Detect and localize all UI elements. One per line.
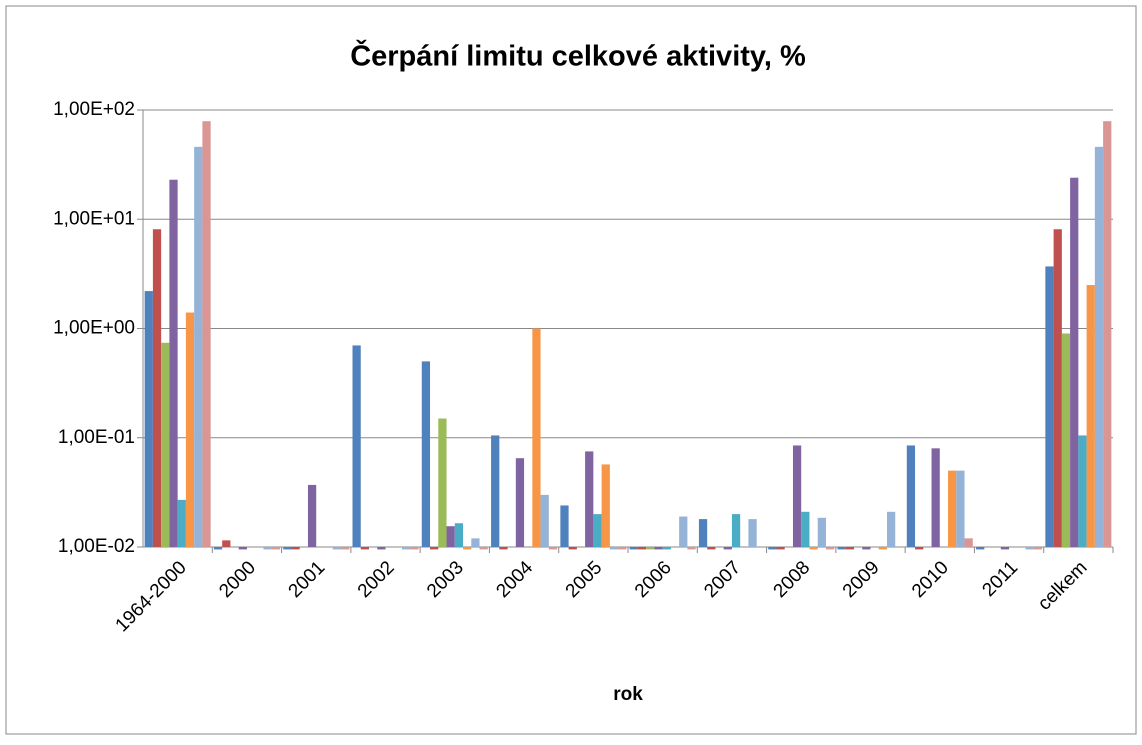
bar	[906, 445, 916, 547]
bar	[332, 547, 341, 550]
bar	[144, 291, 153, 547]
x-axis-label: rok	[613, 684, 643, 705]
bar	[548, 547, 558, 550]
bar	[825, 547, 835, 550]
bar	[593, 514, 602, 547]
bar	[776, 547, 785, 550]
bar	[307, 484, 317, 547]
bar	[454, 523, 464, 547]
bar	[491, 435, 500, 547]
bar	[499, 547, 508, 550]
bar	[377, 547, 386, 550]
y-tick-label: 1,00E+01	[53, 208, 135, 229]
y-tick-label: 1,00E-02	[58, 536, 135, 557]
bar	[609, 547, 619, 550]
bar	[723, 547, 732, 550]
bar	[618, 547, 627, 550]
bar	[887, 511, 896, 547]
bar	[768, 547, 777, 550]
bar	[662, 547, 671, 550]
bar	[809, 547, 818, 550]
bar	[976, 547, 985, 550]
bar	[291, 547, 300, 550]
bar	[862, 547, 871, 550]
bar	[646, 547, 655, 550]
bar	[532, 328, 541, 547]
bar	[463, 547, 472, 550]
bar	[837, 547, 846, 550]
bar	[177, 499, 186, 547]
bar	[568, 547, 577, 550]
bar	[1094, 146, 1104, 548]
bar	[352, 345, 361, 547]
bar	[185, 312, 195, 547]
bar	[801, 511, 810, 547]
bar	[964, 538, 973, 547]
bar	[540, 494, 549, 547]
bar	[731, 514, 741, 547]
bar	[637, 547, 647, 550]
bar	[161, 342, 170, 547]
bar	[421, 361, 431, 547]
bar	[878, 547, 887, 550]
bar	[169, 179, 178, 547]
bar	[410, 547, 419, 550]
bar	[1070, 177, 1079, 548]
bar	[479, 547, 488, 550]
bar	[687, 547, 696, 550]
bar	[194, 146, 203, 548]
bar	[471, 538, 480, 547]
bar	[402, 547, 411, 550]
y-tick-label: 1,00E+00	[53, 318, 135, 339]
bar	[707, 547, 716, 550]
bar	[1078, 435, 1087, 547]
bar	[931, 448, 940, 547]
bar	[152, 229, 162, 547]
bar	[263, 547, 272, 550]
bar	[202, 121, 211, 548]
bar	[585, 451, 594, 547]
bar	[438, 418, 447, 547]
bar	[340, 547, 350, 550]
bar	[1103, 121, 1112, 548]
chart-title: Čerpání limitu celkové aktivity, %	[350, 39, 806, 73]
bar	[238, 547, 247, 550]
bar	[430, 547, 439, 550]
bar	[792, 445, 802, 547]
bar	[283, 547, 292, 550]
bar	[1000, 547, 1010, 550]
bar	[222, 540, 231, 547]
bar	[213, 547, 223, 550]
bar	[271, 547, 280, 550]
bar	[1061, 333, 1071, 547]
bar	[915, 547, 924, 550]
y-tick-label: 1,00E+02	[53, 99, 135, 120]
bar	[629, 547, 638, 550]
bar	[601, 464, 610, 547]
bar	[1045, 266, 1054, 547]
bar	[817, 517, 826, 547]
bar	[698, 519, 708, 547]
bar	[948, 470, 957, 547]
bar	[654, 547, 663, 550]
bar	[956, 470, 965, 547]
bar	[560, 505, 569, 547]
bar	[1033, 547, 1043, 550]
bar	[1053, 229, 1062, 547]
y-tick-label: 1,00E-01	[58, 427, 135, 448]
bar	[515, 458, 525, 547]
bar	[446, 526, 455, 547]
bar	[679, 516, 688, 547]
bar	[360, 547, 369, 550]
bar	[1086, 285, 1095, 547]
bar	[845, 547, 854, 550]
bar	[748, 519, 757, 547]
bar	[1025, 547, 1034, 550]
